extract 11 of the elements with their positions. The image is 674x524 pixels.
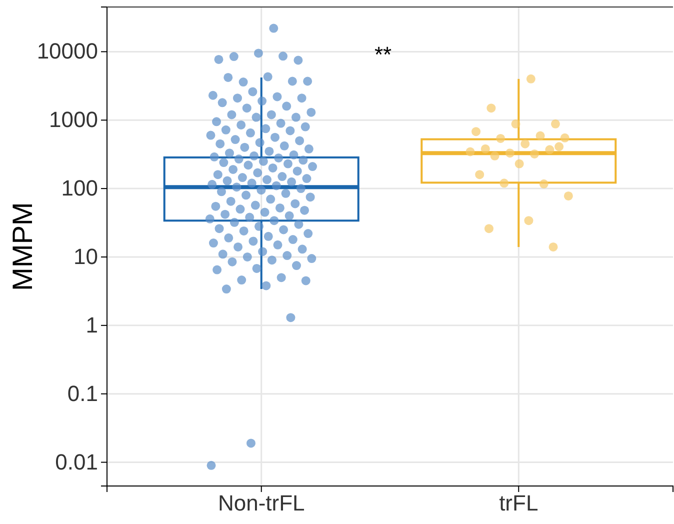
y-tick-label: 10 — [74, 244, 98, 270]
x-tick-label: trFL — [499, 490, 538, 516]
y-tick-label: 10000 — [36, 38, 98, 64]
y-tick-label: 1 — [86, 312, 98, 338]
y-axis-title: MMPM — [7, 202, 38, 291]
annotation: ** — [374, 42, 392, 67]
x-tick-label: Non-trFL — [218, 490, 305, 516]
y-tick-label: 1000 — [49, 107, 98, 132]
y-tick-label: 0.01 — [55, 449, 98, 474]
y-tick-label: 0.1 — [67, 380, 98, 406]
y-tick-label: 100 — [61, 176, 98, 201]
